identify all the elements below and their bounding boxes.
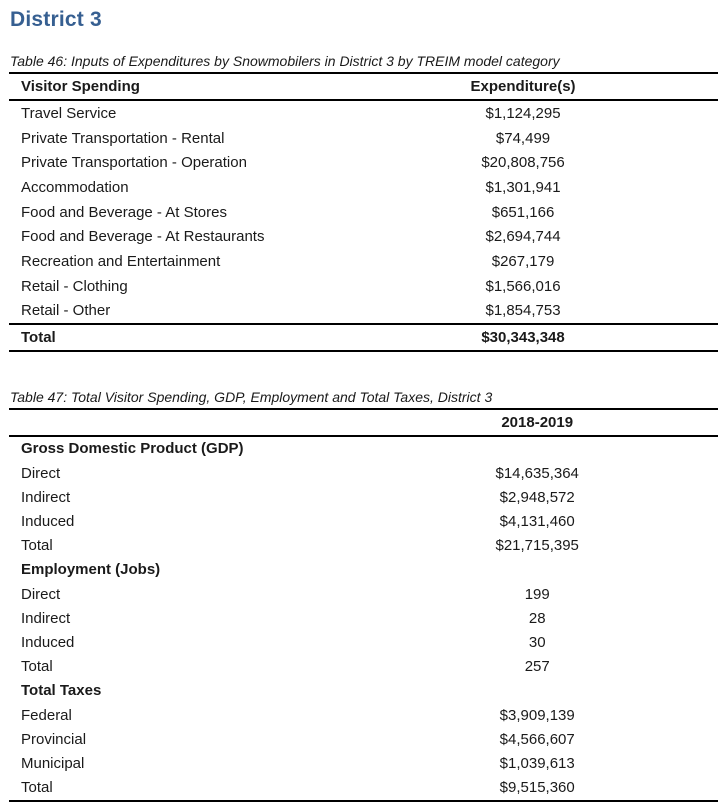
row-label: Retail - Other bbox=[21, 302, 111, 320]
row-label: Direct bbox=[21, 464, 61, 482]
table-row: Induced $4,131,460 bbox=[9, 509, 718, 533]
row-label: Total bbox=[21, 537, 53, 555]
table46-caption: Table 46: Inputs of Expenditures by Snow… bbox=[10, 53, 560, 69]
row-value: $1,124,295 bbox=[485, 104, 561, 122]
row-value: $1,039,613 bbox=[499, 754, 575, 772]
row-label: Travel Service bbox=[21, 104, 117, 122]
row-value: $1,301,941 bbox=[485, 178, 561, 196]
table-row: Indirect $2,948,572 bbox=[9, 485, 718, 509]
row-label: Indirect bbox=[21, 609, 71, 627]
row-value: $74,499 bbox=[495, 129, 551, 147]
row-value: $14,635,364 bbox=[495, 464, 579, 482]
total-value: $30,343,348 bbox=[481, 329, 565, 347]
row-label: Food and Beverage - At Restaurants bbox=[21, 228, 265, 246]
section-header-gdp: Gross Domestic Product (GDP) bbox=[9, 436, 718, 461]
row-value: 199 bbox=[524, 585, 550, 603]
row-value: $9,515,360 bbox=[499, 779, 575, 797]
total-label: Total bbox=[21, 329, 56, 347]
section-label: Employment (Jobs) bbox=[21, 561, 161, 579]
table-row: Induced 30 bbox=[9, 630, 718, 654]
table-row: Retail - Clothing $1,566,016 bbox=[9, 274, 718, 299]
row-label: Federal bbox=[21, 706, 72, 724]
table46: Visitor Spending Expenditure(s) Travel S… bbox=[9, 72, 718, 352]
section-label: Total Taxes bbox=[21, 682, 102, 700]
row-value: $2,948,572 bbox=[499, 488, 575, 506]
table46-col-expenditures: Expenditure(s) bbox=[470, 78, 576, 95]
row-value: 30 bbox=[528, 633, 546, 651]
row-value: $21,715,395 bbox=[495, 537, 579, 555]
row-label: Induced bbox=[21, 513, 75, 531]
table-row: Indirect 28 bbox=[9, 606, 718, 630]
page-title: District 3 bbox=[10, 8, 102, 31]
row-label: Recreation and Entertainment bbox=[21, 252, 221, 270]
table-row: Private Transportation - Rental $74,499 bbox=[9, 126, 718, 151]
row-label: Accommodation bbox=[21, 178, 129, 196]
row-label: Induced bbox=[21, 633, 75, 651]
row-value: $651,166 bbox=[491, 203, 555, 221]
row-label: Provincial bbox=[21, 730, 87, 748]
row-label: Retail - Clothing bbox=[21, 277, 128, 295]
table46-header-row: Visitor Spending Expenditure(s) bbox=[9, 73, 718, 100]
table-row: Total $9,515,360 bbox=[9, 776, 718, 801]
table47-col-year: 2018-2019 bbox=[501, 413, 574, 431]
table-row: Travel Service $1,124,295 bbox=[9, 100, 718, 126]
table47-caption: Table 47: Total Visitor Spending, GDP, E… bbox=[10, 388, 493, 405]
row-label: Food and Beverage - At Stores bbox=[21, 203, 227, 221]
section-header-taxes: Total Taxes bbox=[9, 679, 718, 703]
table-row: Provincial $4,566,607 bbox=[9, 727, 718, 751]
table-row: Retail - Other $1,854,753 bbox=[9, 299, 718, 325]
section-label: Gross Domestic Product (GDP) bbox=[21, 440, 244, 458]
row-label: Total bbox=[21, 779, 53, 797]
table-row: Federal $3,909,139 bbox=[9, 703, 718, 727]
table-row: Total 257 bbox=[9, 655, 718, 679]
table-row: Accommodation $1,301,941 bbox=[9, 175, 718, 200]
table47-header-row: 2018-2019 bbox=[9, 408, 718, 436]
table47: 2018-2019 Gross Domestic Product (GDP) D… bbox=[9, 408, 718, 802]
table-row: Food and Beverage - At Restaurants $2,69… bbox=[9, 224, 718, 249]
table-row: Total $21,715,395 bbox=[9, 534, 718, 558]
table47-col-empty bbox=[9, 409, 356, 436]
table-row: Recreation and Entertainment $267,179 bbox=[9, 249, 718, 274]
row-label: Direct bbox=[21, 585, 61, 603]
section-header-employment: Employment (Jobs) bbox=[9, 558, 718, 582]
row-value: $4,131,460 bbox=[499, 513, 575, 531]
row-value: 257 bbox=[524, 658, 550, 676]
table-row: Municipal $1,039,613 bbox=[9, 751, 718, 775]
row-value: 28 bbox=[528, 609, 546, 627]
row-value: $4,566,607 bbox=[499, 730, 575, 748]
row-value: $20,808,756 bbox=[481, 154, 565, 172]
table46-col-visitor-spending: Visitor Spending bbox=[21, 78, 140, 95]
row-value: $267,179 bbox=[491, 252, 555, 270]
row-value: $1,854,753 bbox=[485, 302, 561, 320]
row-label: Private Transportation - Rental bbox=[21, 129, 225, 147]
row-label: Indirect bbox=[21, 488, 71, 506]
table-row: Food and Beverage - At Stores $651,166 bbox=[9, 200, 718, 225]
row-value: $1,566,016 bbox=[485, 277, 561, 295]
row-value: $2,694,744 bbox=[485, 228, 561, 246]
table-row: Direct $14,635,364 bbox=[9, 461, 718, 485]
table-row: Private Transportation - Operation $20,8… bbox=[9, 150, 718, 175]
row-label: Municipal bbox=[21, 754, 85, 772]
row-label: Private Transportation - Operation bbox=[21, 154, 247, 172]
row-label: Total bbox=[21, 658, 53, 676]
row-value: $3,909,139 bbox=[499, 706, 575, 724]
table46-total-row: Total $30,343,348 bbox=[9, 324, 718, 351]
table-row: Direct 199 bbox=[9, 582, 718, 606]
